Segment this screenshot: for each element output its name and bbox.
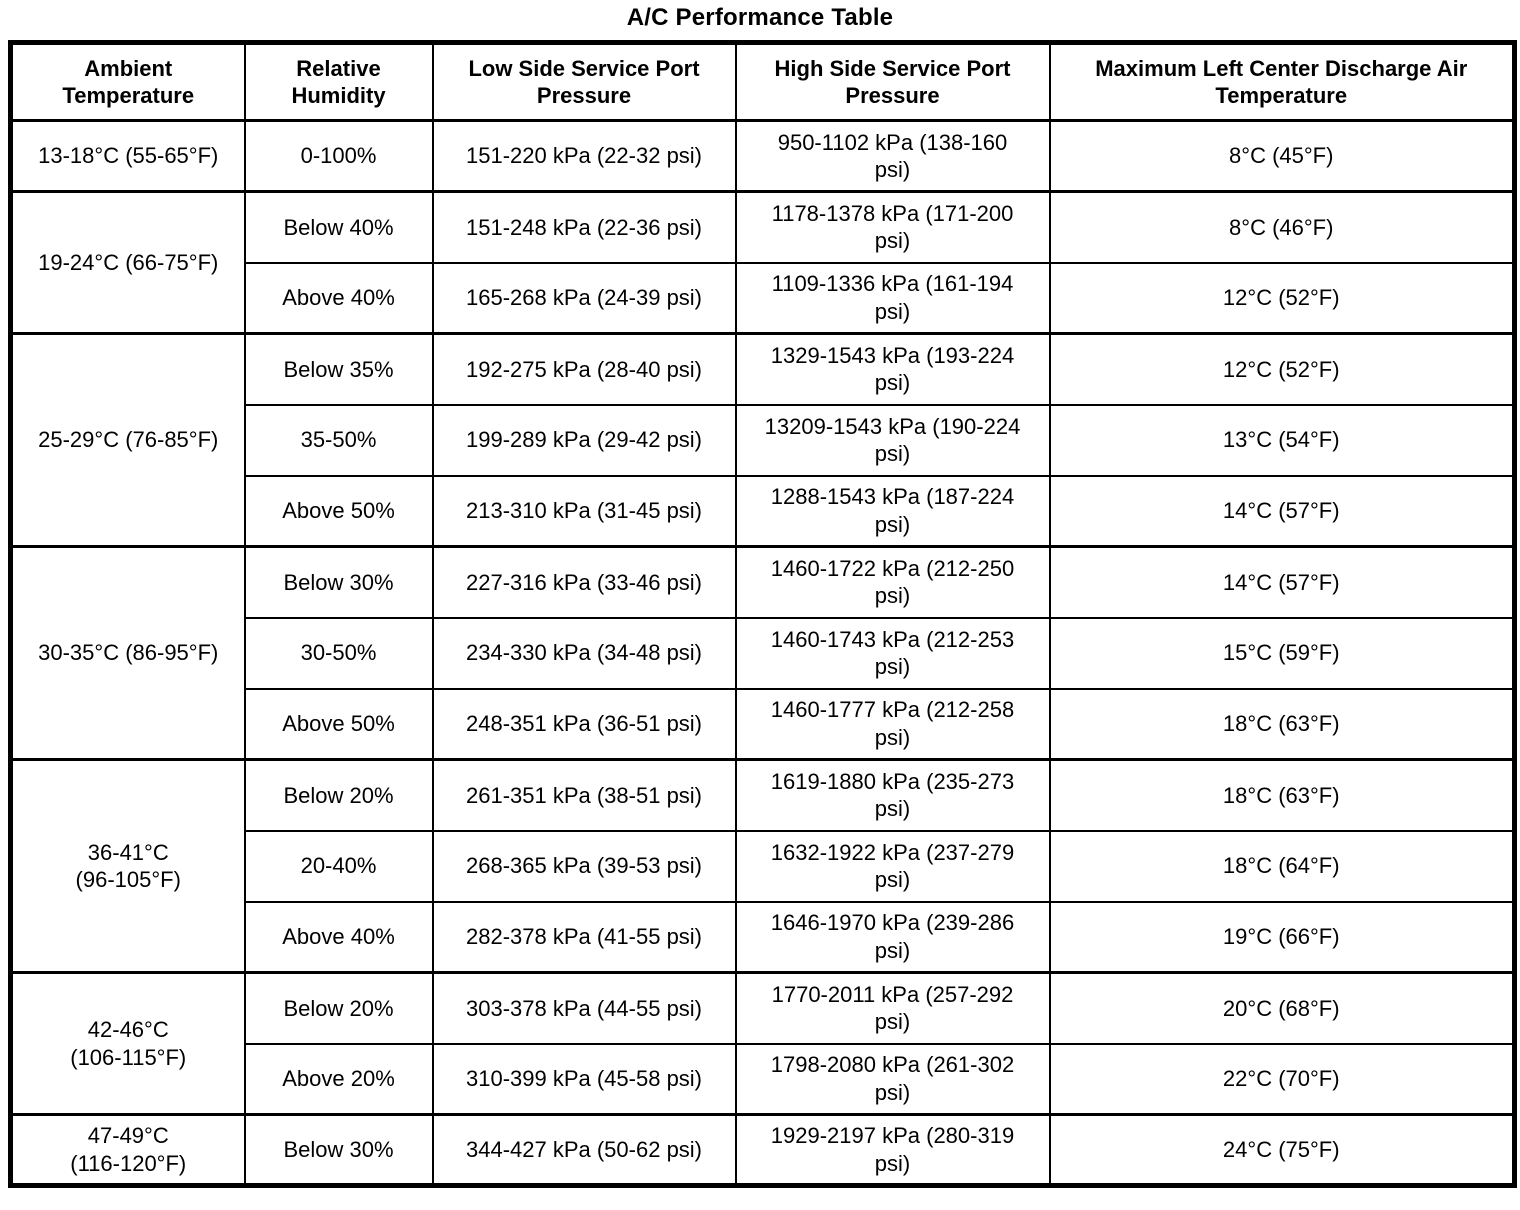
low-side-pressure-cell: 248-351 kPa (36-51 psi) [431,687,737,761]
column-header-high: High Side Service Port Pressure [734,41,1051,122]
discharge-air-temperature-cell: 14°C (57°F) [1048,474,1516,548]
low-side-pressure-cell: 310-399 kPa (45-58 psi) [431,1042,737,1116]
discharge-air-temperature-cell: 12°C (52°F) [1048,261,1516,335]
discharge-air-temperature-cell: 18°C (64°F) [1048,829,1516,903]
discharge-air-temperature-cell: 18°C (63°F) [1048,758,1516,832]
relative-humidity-cell: Above 50% [243,687,434,761]
column-header-humidity: Relative Humidity [243,41,434,122]
discharge-air-temperature-cell: 15°C (59°F) [1048,616,1516,690]
table-row: 19-24°C (66-75°F) Below 40% 151-248 kPa (2… [9,190,1516,335]
discharge-air-temperature-cell: 13°C (54°F) [1048,403,1516,477]
low-side-pressure-cell: 151-248 kPa (22-36 psi) [431,190,737,264]
low-side-pressure-cell: 151-220 kPa (22-32 psi) [431,119,737,193]
low-side-pressure-cell: 268-365 kPa (39-53 psi) [431,829,737,903]
column-header-low: Low Side Service Port Pressure [431,41,737,122]
high-side-pressure-cell: 1619-1880 kPa (235-273 psi) [734,758,1051,832]
ambient-temperature-cell: 25-29°C (76-85°F) [9,332,246,548]
high-side-pressure-cell: 1632-1922 kPa (237-279 psi) [734,829,1051,903]
low-side-pressure-cell: 165-268 kPa (24-39 psi) [431,261,737,335]
table-row: 25-29°C (76-85°F) Below 35% 192-275 kPa (2… [9,332,1516,548]
relative-humidity-cell: Below 20% [243,971,434,1045]
relative-humidity-cell: Below 40% [243,190,434,264]
ac-performance-table: Ambient Temperature Relative Humidity Low … [8,40,1517,1188]
column-header-discharge: Maximum Left Center Discharge Air Temper… [1048,41,1516,122]
relative-humidity-cell: 30-50% [243,616,434,690]
table-row: 35-50% 199-289 kPa (29-42 psi) 13209-1543 … [11,403,1516,477]
relative-humidity-cell: Above 40% [243,900,434,974]
ambient-temperature-cell: 30-35°C (86-95°F) [9,545,246,761]
discharge-air-temperature-cell: 14°C (57°F) [1048,545,1516,619]
discharge-air-temperature-cell: 19°C (66°F) [1048,900,1516,974]
table-row: 47-49°C (116-120°F) Below 30% 344-427 kPa … [9,1113,1516,1187]
discharge-air-temperature-cell: 12°C (52°F) [1048,332,1516,406]
high-side-pressure-cell: 1646-1970 kPa (239-286 psi) [734,900,1051,974]
high-side-pressure-cell: 1329-1543 kPa (193-224 psi) [734,332,1051,406]
relative-humidity-cell: Below 20% [243,758,434,832]
table-row: 36-41°C (96-105°F) Below 20% 261-351 kPa (… [9,758,1516,974]
ambient-temperature-cell: 13-18°C (55-65°F) [9,119,246,193]
discharge-air-temperature-cell: 8°C (45°F) [1048,119,1516,193]
high-side-pressure-cell: 1460-1743 kPa (212-253 psi) [734,616,1051,690]
relative-humidity-cell: 35-50% [243,403,434,477]
column-header-ambient: Ambient Temperature [9,41,246,122]
table-row: Above 40% 165-268 kPa (24-39 psi) 1109-133… [11,261,1516,335]
low-side-pressure-cell: 213-310 kPa (31-45 psi) [431,474,737,548]
relative-humidity-cell: Above 40% [243,261,434,335]
low-side-pressure-cell: 303-378 kPa (44-55 psi) [431,971,737,1045]
discharge-air-temperature-cell: 22°C (70°F) [1048,1042,1516,1116]
ambient-temperature-cell: 36-41°C (96-105°F) [9,758,246,974]
table-row: 20-40% 268-365 kPa (39-53 psi) 1632-1922 k… [11,829,1516,903]
relative-humidity-cell: 0-100% [243,119,434,193]
table-row: 42-46°C (106-115°F) Below 20% 303-378 kPa … [9,971,1516,1116]
table-row: 30-35°C (86-95°F) Below 30% 227-316 kPa (3… [9,545,1516,761]
relative-humidity-cell: Below 30% [243,545,434,619]
high-side-pressure-cell: 1929-2197 kPa (280-319 psi) [734,1113,1051,1187]
low-side-pressure-cell: 227-316 kPa (33-46 psi) [431,545,737,619]
discharge-air-temperature-cell: 18°C (63°F) [1048,687,1516,761]
high-side-pressure-cell: 1460-1722 kPa (212-250 psi) [734,545,1051,619]
low-side-pressure-cell: 234-330 kPa (34-48 psi) [431,616,737,690]
ambient-temperature-cell: 19-24°C (66-75°F) [9,190,246,335]
low-side-pressure-cell: 261-351 kPa (38-51 psi) [431,758,737,832]
ambient-temperature-cell: 47-49°C (116-120°F) [9,1113,246,1187]
high-side-pressure-cell: 1288-1543 kPa (187-224 psi) [734,474,1051,548]
low-side-pressure-cell: 344-427 kPa (50-62 psi) [431,1113,737,1187]
high-side-pressure-cell: 13209-1543 kPa (190-224 psi) [734,403,1051,477]
high-side-pressure-cell: 1109-1336 kPa (161-194 psi) [734,261,1051,335]
low-side-pressure-cell: 192-275 kPa (28-40 psi) [431,332,737,406]
discharge-air-temperature-cell: 20°C (68°F) [1048,971,1516,1045]
page-title: A/C Performance Table [626,4,894,31]
relative-humidity-cell: Above 50% [243,474,434,548]
high-side-pressure-cell: 1460-1777 kPa (212-258 psi) [734,687,1051,761]
table-row: 13-18°C (55-65°F) 0-100% 151-220 kPa (22-3… [9,119,1516,193]
low-side-pressure-cell: 282-378 kPa (41-55 psi) [431,900,737,974]
high-side-pressure-cell: 1798-2080 kPa (261-302 psi) [734,1042,1051,1116]
table-row: Above 20% 310-399 kPa (45-58 psi) 1798-208… [11,1042,1516,1116]
table-row: 30-50% 234-330 kPa (34-48 psi) 1460-1743 k… [11,616,1516,690]
table-body: 13-18°C (55-65°F) 0-100% 151-220 kPa (22-3… [9,119,1516,1187]
table-row: Above 50% 213-310 kPa (31-45 psi) 1288-154… [11,474,1516,548]
discharge-air-temperature-cell: 8°C (46°F) [1048,190,1516,264]
high-side-pressure-cell: 1178-1378 kPa (171-200 psi) [734,190,1051,264]
discharge-air-temperature-cell: 24°C (75°F) [1048,1113,1516,1187]
ambient-temperature-cell: 42-46°C (106-115°F) [9,971,246,1116]
relative-humidity-cell: Above 20% [243,1042,434,1116]
header-row: Ambient Temperature Relative Humidity Low … [9,41,1516,122]
table-header: Ambient Temperature Relative Humidity Low … [9,41,1516,122]
table-row: Above 40% 282-378 kPa (41-55 psi) 1646-197… [11,900,1516,974]
relative-humidity-cell: Below 30% [243,1113,434,1187]
relative-humidity-cell: Below 35% [243,332,434,406]
table-row: Above 50% 248-351 kPa (36-51 psi) 1460-177… [11,687,1516,761]
relative-humidity-cell: 20-40% [243,829,434,903]
low-side-pressure-cell: 199-289 kPa (29-42 psi) [431,403,737,477]
high-side-pressure-cell: 1770-2011 kPa (257-292 psi) [734,971,1051,1045]
high-side-pressure-cell: 950-1102 kPa (138-160 psi) [734,119,1051,193]
